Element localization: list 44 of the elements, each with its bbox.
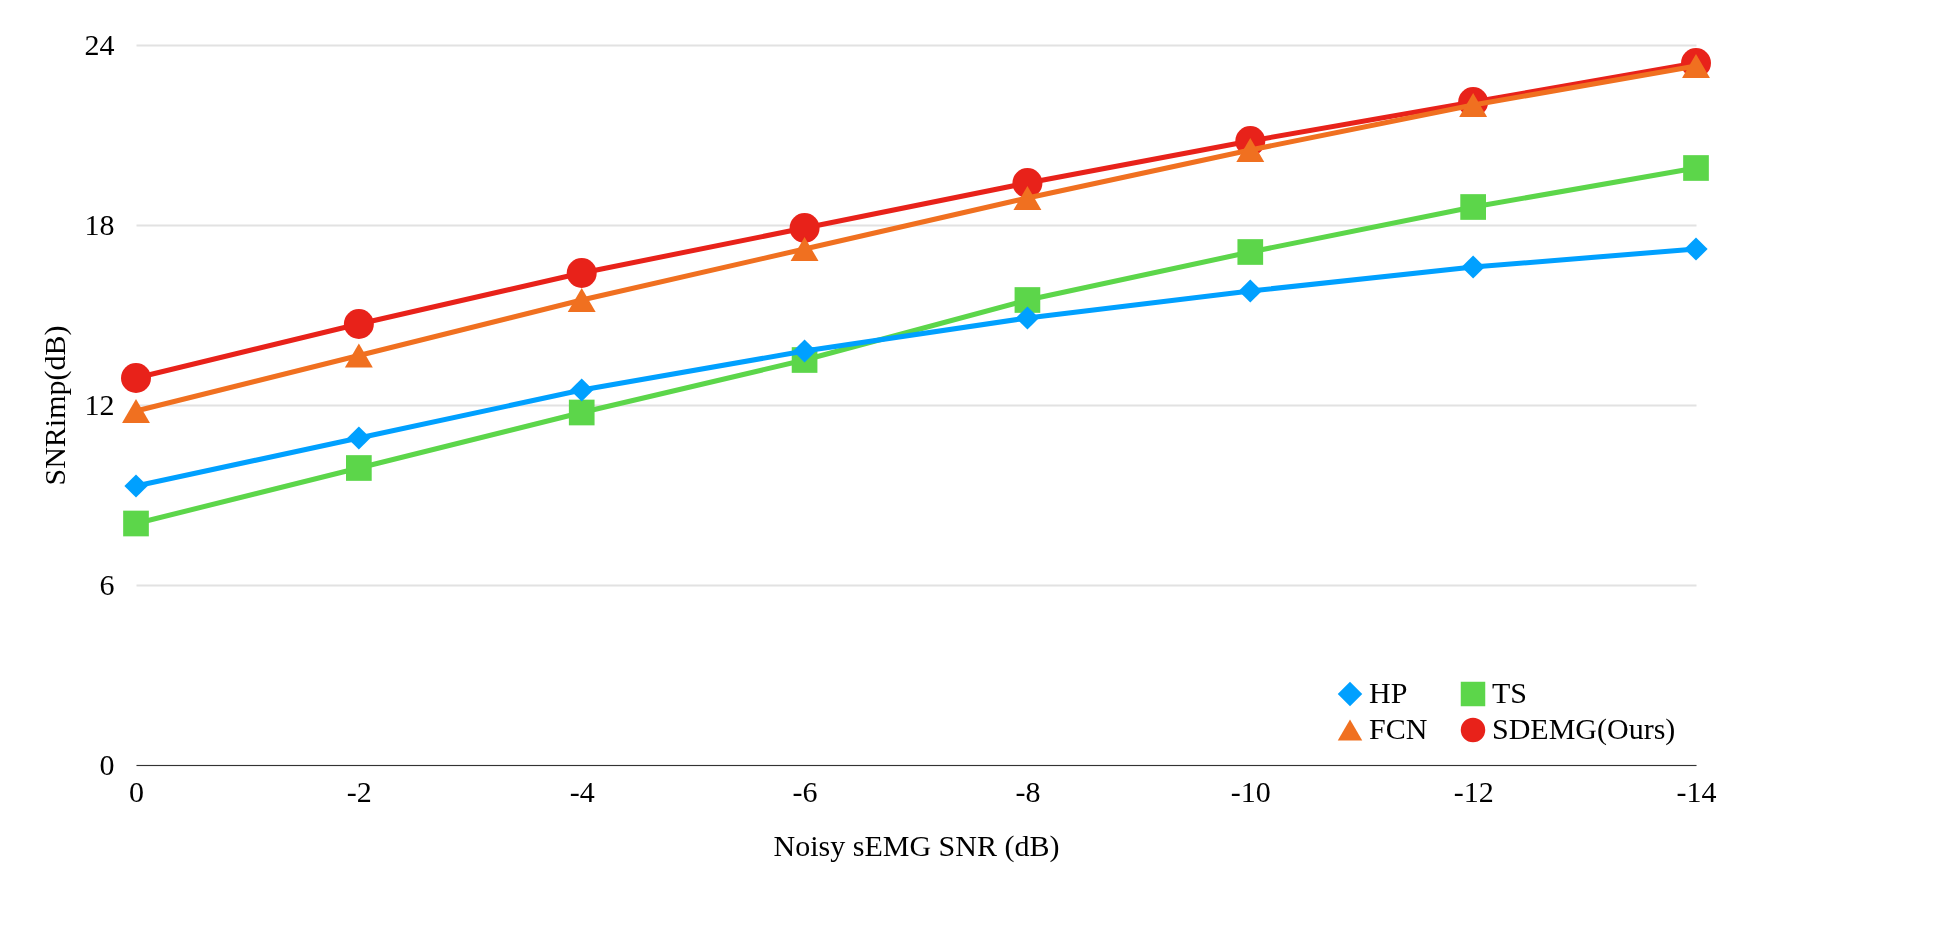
- point: [789, 213, 820, 243]
- y-tick-label: 0: [99, 747, 115, 781]
- y-tick-label: 6: [99, 567, 115, 601]
- point: [567, 287, 596, 313]
- point: [1014, 287, 1041, 313]
- y-tick-label: 12: [84, 387, 115, 421]
- x-tick-label: -14: [1676, 774, 1717, 808]
- point: [122, 398, 150, 424]
- legend-label: TS: [1492, 676, 1528, 709]
- x-tick-label: -8: [1015, 774, 1041, 808]
- x-tick-label: -10: [1230, 774, 1271, 808]
- point: [123, 510, 149, 537]
- point: [1683, 155, 1709, 181]
- point: [1460, 194, 1486, 220]
- point: [570, 378, 594, 402]
- x-tick-label: -4: [569, 774, 595, 808]
- point: [792, 339, 817, 363]
- point: [347, 426, 371, 450]
- point: [1238, 279, 1262, 303]
- point: [346, 455, 372, 481]
- point: [121, 363, 151, 393]
- point: [566, 258, 597, 288]
- point: [1237, 239, 1264, 265]
- point: [1015, 306, 1040, 330]
- x-axis-title: Noisy sEMG SNR (dB): [773, 828, 1060, 863]
- point: [790, 236, 819, 262]
- point: [1684, 237, 1708, 261]
- x-tick-label: -2: [346, 774, 372, 808]
- legend-label: SDEMG(Ours): [1492, 712, 1676, 746]
- point: [1461, 255, 1485, 279]
- legend-label: FCN: [1369, 712, 1428, 745]
- point: [344, 343, 373, 368]
- y-tick-label: 24: [84, 27, 115, 61]
- y-tick-label: 18: [84, 207, 115, 241]
- point: [568, 399, 595, 426]
- legend-label: HP: [1369, 676, 1408, 709]
- y-axis-title: SNRimp(dB): [37, 325, 72, 486]
- point: [1236, 137, 1265, 163]
- point: [343, 309, 374, 339]
- point: [1013, 185, 1042, 211]
- point: [124, 474, 148, 498]
- x-tick-label: 0: [129, 774, 144, 808]
- x-tick-label: -6: [792, 774, 818, 808]
- x-tick-label: -12: [1453, 774, 1494, 808]
